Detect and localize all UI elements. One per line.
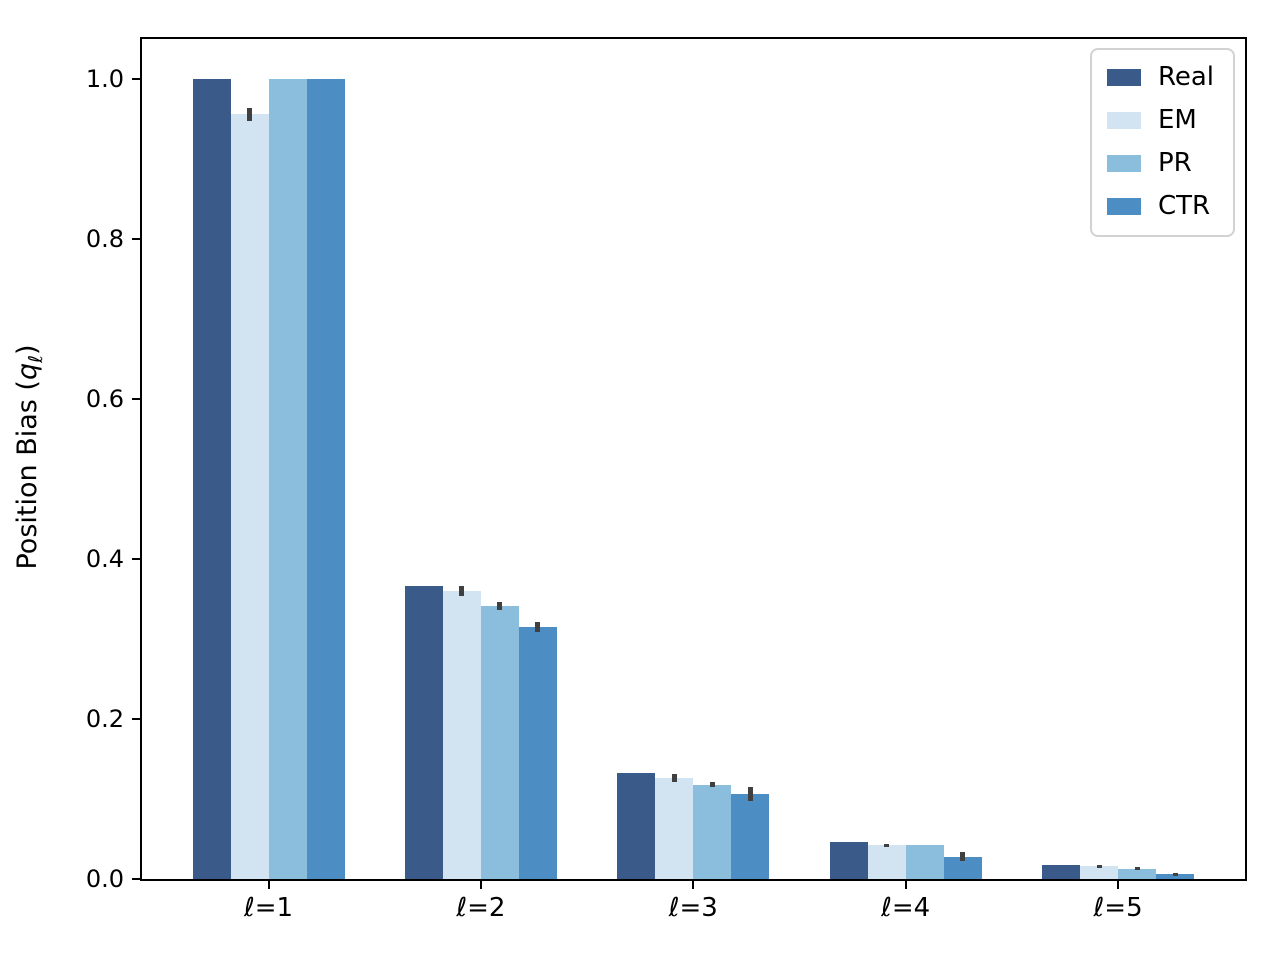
bar-em-ℓ=3: [655, 778, 694, 879]
bar-ctr-ℓ=2: [518, 627, 557, 879]
x-tick-label: ℓ=1: [243, 893, 294, 923]
plot-area: 0.0 0.2 0.4 0.6 0.8 1.0 ℓ=1 ℓ=2 ℓ=3 ℓ=4 ℓ=5 Real E…: [86, 37, 1247, 921]
legend-label-real: Real: [1157, 62, 1214, 92]
legend-label-pr: PR: [1157, 147, 1192, 178]
bar-real-ℓ=1: [192, 79, 231, 879]
x-tick-label: ℓ=3: [668, 893, 718, 923]
bar-em-ℓ=5: [1080, 866, 1119, 879]
bar-em-ℓ=1: [230, 114, 269, 879]
error-bar-pr-ℓ=3: [709, 782, 715, 787]
y-tick-mark: [132, 718, 140, 720]
error-bar-pr-ℓ=5: [1134, 867, 1140, 871]
bar-ctr-ℓ=5: [1156, 874, 1195, 879]
error-bar-pr-ℓ=2: [497, 602, 503, 611]
x-tick-mark: [267, 881, 270, 889]
legend-item-real: Real: [1106, 62, 1214, 93]
error-bar-em-ℓ=5: [1096, 864, 1102, 868]
bar-ctr-ℓ=4: [943, 856, 982, 879]
legend-label-em: EM: [1157, 104, 1197, 135]
x-tick-label: ℓ=4: [881, 893, 931, 923]
bar-pr-ℓ=2: [480, 606, 519, 879]
bar-real-ℓ=2: [404, 586, 443, 879]
bar-pr-ℓ=4: [905, 845, 944, 879]
bar-ctr-ℓ=3: [731, 794, 770, 879]
error-bar-em-ℓ=4: [884, 843, 890, 847]
y-tick-label: 0.6: [85, 385, 124, 413]
bar-real-ℓ=5: [1042, 865, 1081, 879]
error-bar-em-ℓ=2: [459, 586, 465, 596]
y-axis-label-prefix: Position Bias (: [11, 380, 43, 570]
bar-real-ℓ=4: [829, 842, 868, 879]
legend-swatch-em: [1106, 112, 1141, 130]
x-tick-mark: [1117, 881, 1120, 889]
legend-swatch-pr: [1106, 155, 1141, 173]
error-bar-ctr-ℓ=5: [1172, 872, 1178, 876]
error-bar-ctr-ℓ=3: [747, 787, 753, 802]
legend-label-ctr: CTR: [1157, 190, 1211, 221]
bar-em-ℓ=4: [867, 845, 906, 879]
y-tick-label: 0.4: [85, 545, 124, 573]
legend-item-pr: PR: [1106, 147, 1214, 179]
legend-item-ctr: CTR: [1106, 190, 1214, 222]
x-tick-label: ℓ=5: [1093, 893, 1143, 923]
error-bar-ctr-ℓ=2: [535, 622, 541, 632]
y-tick-label: 0.0: [85, 865, 124, 893]
x-tick-mark: [692, 881, 695, 889]
bar-pr-ℓ=1: [268, 79, 307, 879]
bar-real-ℓ=3: [617, 772, 656, 879]
y-axis-label: Position Bias (qℓ): [11, 344, 48, 570]
error-bar-em-ℓ=1: [247, 107, 252, 121]
y-tick-label: 0.8: [85, 225, 124, 253]
y-tick-mark: [132, 878, 140, 880]
bar-pr-ℓ=5: [1118, 868, 1157, 879]
y-axis-label-variable: q: [11, 362, 43, 381]
y-axis-label-subscript: ℓ: [25, 355, 48, 363]
bar-em-ℓ=2: [442, 591, 481, 879]
x-tick-label: ℓ=2: [456, 893, 506, 923]
bar-pr-ℓ=3: [693, 784, 732, 879]
legend-swatch-ctr: [1106, 198, 1141, 216]
bar-ctr-ℓ=1: [306, 79, 345, 879]
legend-swatch-real: [1106, 69, 1141, 87]
x-tick-mark: [904, 881, 907, 889]
y-axis-label-suffix: ): [11, 344, 43, 356]
y-tick-label: 1.0: [85, 65, 124, 93]
legend-item-em: EM: [1106, 104, 1214, 136]
error-bar-ctr-ℓ=4: [960, 851, 966, 862]
y-tick-mark: [132, 78, 140, 80]
error-bar-em-ℓ=3: [671, 774, 677, 783]
y-tick-mark: [132, 238, 140, 240]
y-tick-mark: [132, 398, 140, 400]
y-tick-mark: [132, 558, 140, 560]
x-tick-mark: [479, 881, 482, 889]
y-tick-label: 0.2: [85, 705, 124, 733]
legend: Real EM PR CTR: [1089, 48, 1235, 237]
